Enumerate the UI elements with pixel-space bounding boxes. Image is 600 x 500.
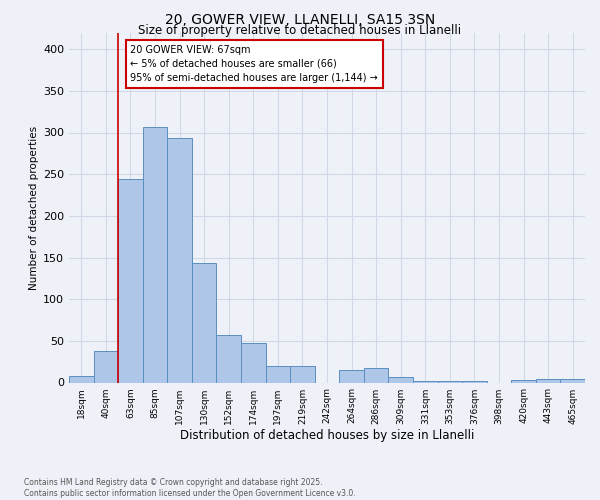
Bar <box>290 366 315 382</box>
Bar <box>217 335 241 382</box>
Bar <box>69 376 94 382</box>
X-axis label: Distribution of detached houses by size in Llanelli: Distribution of detached houses by size … <box>180 430 474 442</box>
Bar <box>167 138 192 382</box>
Bar <box>364 368 388 382</box>
Bar <box>94 351 118 382</box>
Bar <box>143 126 167 382</box>
Bar <box>339 370 364 382</box>
Bar <box>266 366 290 382</box>
Text: 20, GOWER VIEW, LLANELLI, SA15 3SN: 20, GOWER VIEW, LLANELLI, SA15 3SN <box>165 12 435 26</box>
Bar <box>192 264 217 382</box>
Bar <box>118 179 143 382</box>
Bar <box>388 376 413 382</box>
Bar <box>413 381 437 382</box>
Y-axis label: Number of detached properties: Number of detached properties <box>29 126 39 290</box>
Text: 20 GOWER VIEW: 67sqm
← 5% of detached houses are smaller (66)
95% of semi-detach: 20 GOWER VIEW: 67sqm ← 5% of detached ho… <box>130 45 378 83</box>
Bar <box>511 380 536 382</box>
Bar <box>536 379 560 382</box>
Bar <box>462 381 487 382</box>
Text: Contains HM Land Registry data © Crown copyright and database right 2025.
Contai: Contains HM Land Registry data © Crown c… <box>24 478 356 498</box>
Bar <box>560 379 585 382</box>
Bar <box>241 342 266 382</box>
Text: Size of property relative to detached houses in Llanelli: Size of property relative to detached ho… <box>139 24 461 37</box>
Bar <box>437 381 462 382</box>
